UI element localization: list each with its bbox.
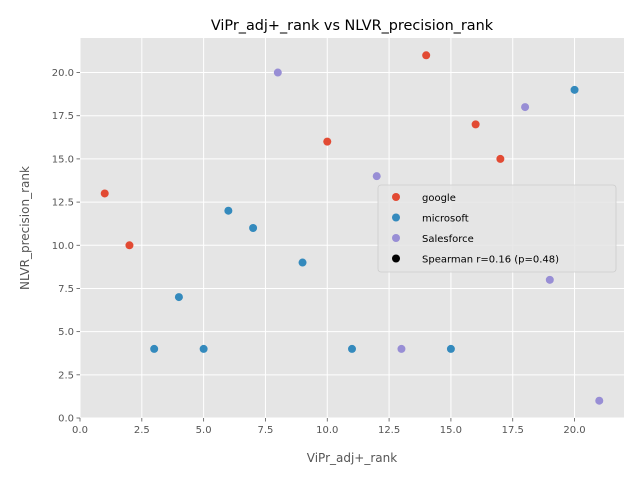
legend: google microsoft Salesforce Spearman r=0.16… (377, 184, 617, 273)
legend-box (377, 184, 617, 273)
y-tick-label: 17.5 (52, 111, 74, 122)
scatter-point (150, 344, 159, 353)
scatter-point (273, 68, 282, 77)
scatter-point (174, 293, 183, 302)
y-tick-label: 0.0 (58, 414, 74, 425)
y-axis-label: NLVR_precision_rank (18, 166, 32, 290)
legend-label: google (422, 193, 456, 204)
chart-title: ViPr_adj+_rank vs NLVR_precision_rank (211, 18, 494, 34)
scatter-point (521, 103, 530, 112)
legend-marker (392, 213, 400, 222)
y-tick-label: 5.0 (58, 327, 74, 338)
y-tick-label: 10.0 (52, 241, 74, 252)
legend-label: Salesforce (422, 234, 474, 245)
grid-lines (79, 38, 624, 419)
scatter-point (372, 172, 381, 181)
scatter-point (348, 344, 356, 353)
legend-label: microsoft (422, 213, 469, 224)
x-tick-label: 12.5 (378, 425, 400, 436)
x-tick-label: 10.0 (316, 425, 338, 436)
x-tick-label: 7.5 (258, 425, 274, 436)
y-tick-label: 7.5 (58, 284, 74, 295)
scatter-point (545, 275, 554, 284)
scatter-point (249, 224, 258, 232)
x-tick-label: 2.5 (134, 425, 150, 436)
scatter-point (570, 85, 579, 94)
legend-label: Spearman r=0.16 (p=0.48) (422, 254, 559, 265)
x-tick-label: 17.5 (502, 425, 524, 436)
scatter-point (224, 206, 233, 215)
y-axis-ticks: 0.0 2.5 5.0 7.5 10.0 12.5 15.0 17.5 20.0 (52, 68, 80, 425)
x-tick-label: 5.0 (196, 425, 212, 436)
scatter-point (298, 258, 307, 267)
legend-marker (392, 234, 400, 242)
scatter-point (125, 241, 134, 250)
y-tick-label: 2.5 (58, 370, 74, 381)
y-tick-label: 12.5 (52, 198, 74, 209)
x-tick-label: 20.0 (563, 425, 585, 436)
scatter-point (422, 51, 431, 60)
data-points (100, 51, 604, 405)
scatter-point (397, 344, 406, 353)
legend-marker (392, 193, 400, 201)
x-tick-label: 0.0 (72, 425, 88, 436)
y-tick-label: 20.0 (52, 68, 74, 79)
scatter-point (323, 137, 332, 146)
y-tick-label: 15.0 (52, 154, 74, 165)
x-axis-ticks: 0.0 2.5 5.0 7.5 10.0 12.5 15.0 17.5 20.0 (72, 418, 586, 436)
x-axis-label: ViPr_adj+_rank (307, 451, 397, 465)
x-tick-label: 15.0 (440, 425, 462, 436)
legend-marker (392, 254, 400, 263)
scatter-point (496, 154, 505, 163)
scatter-point (471, 120, 480, 129)
scatter-point (199, 344, 208, 353)
scatter-point (446, 344, 455, 353)
scatter-point (595, 396, 604, 405)
scatter-point (100, 189, 109, 198)
